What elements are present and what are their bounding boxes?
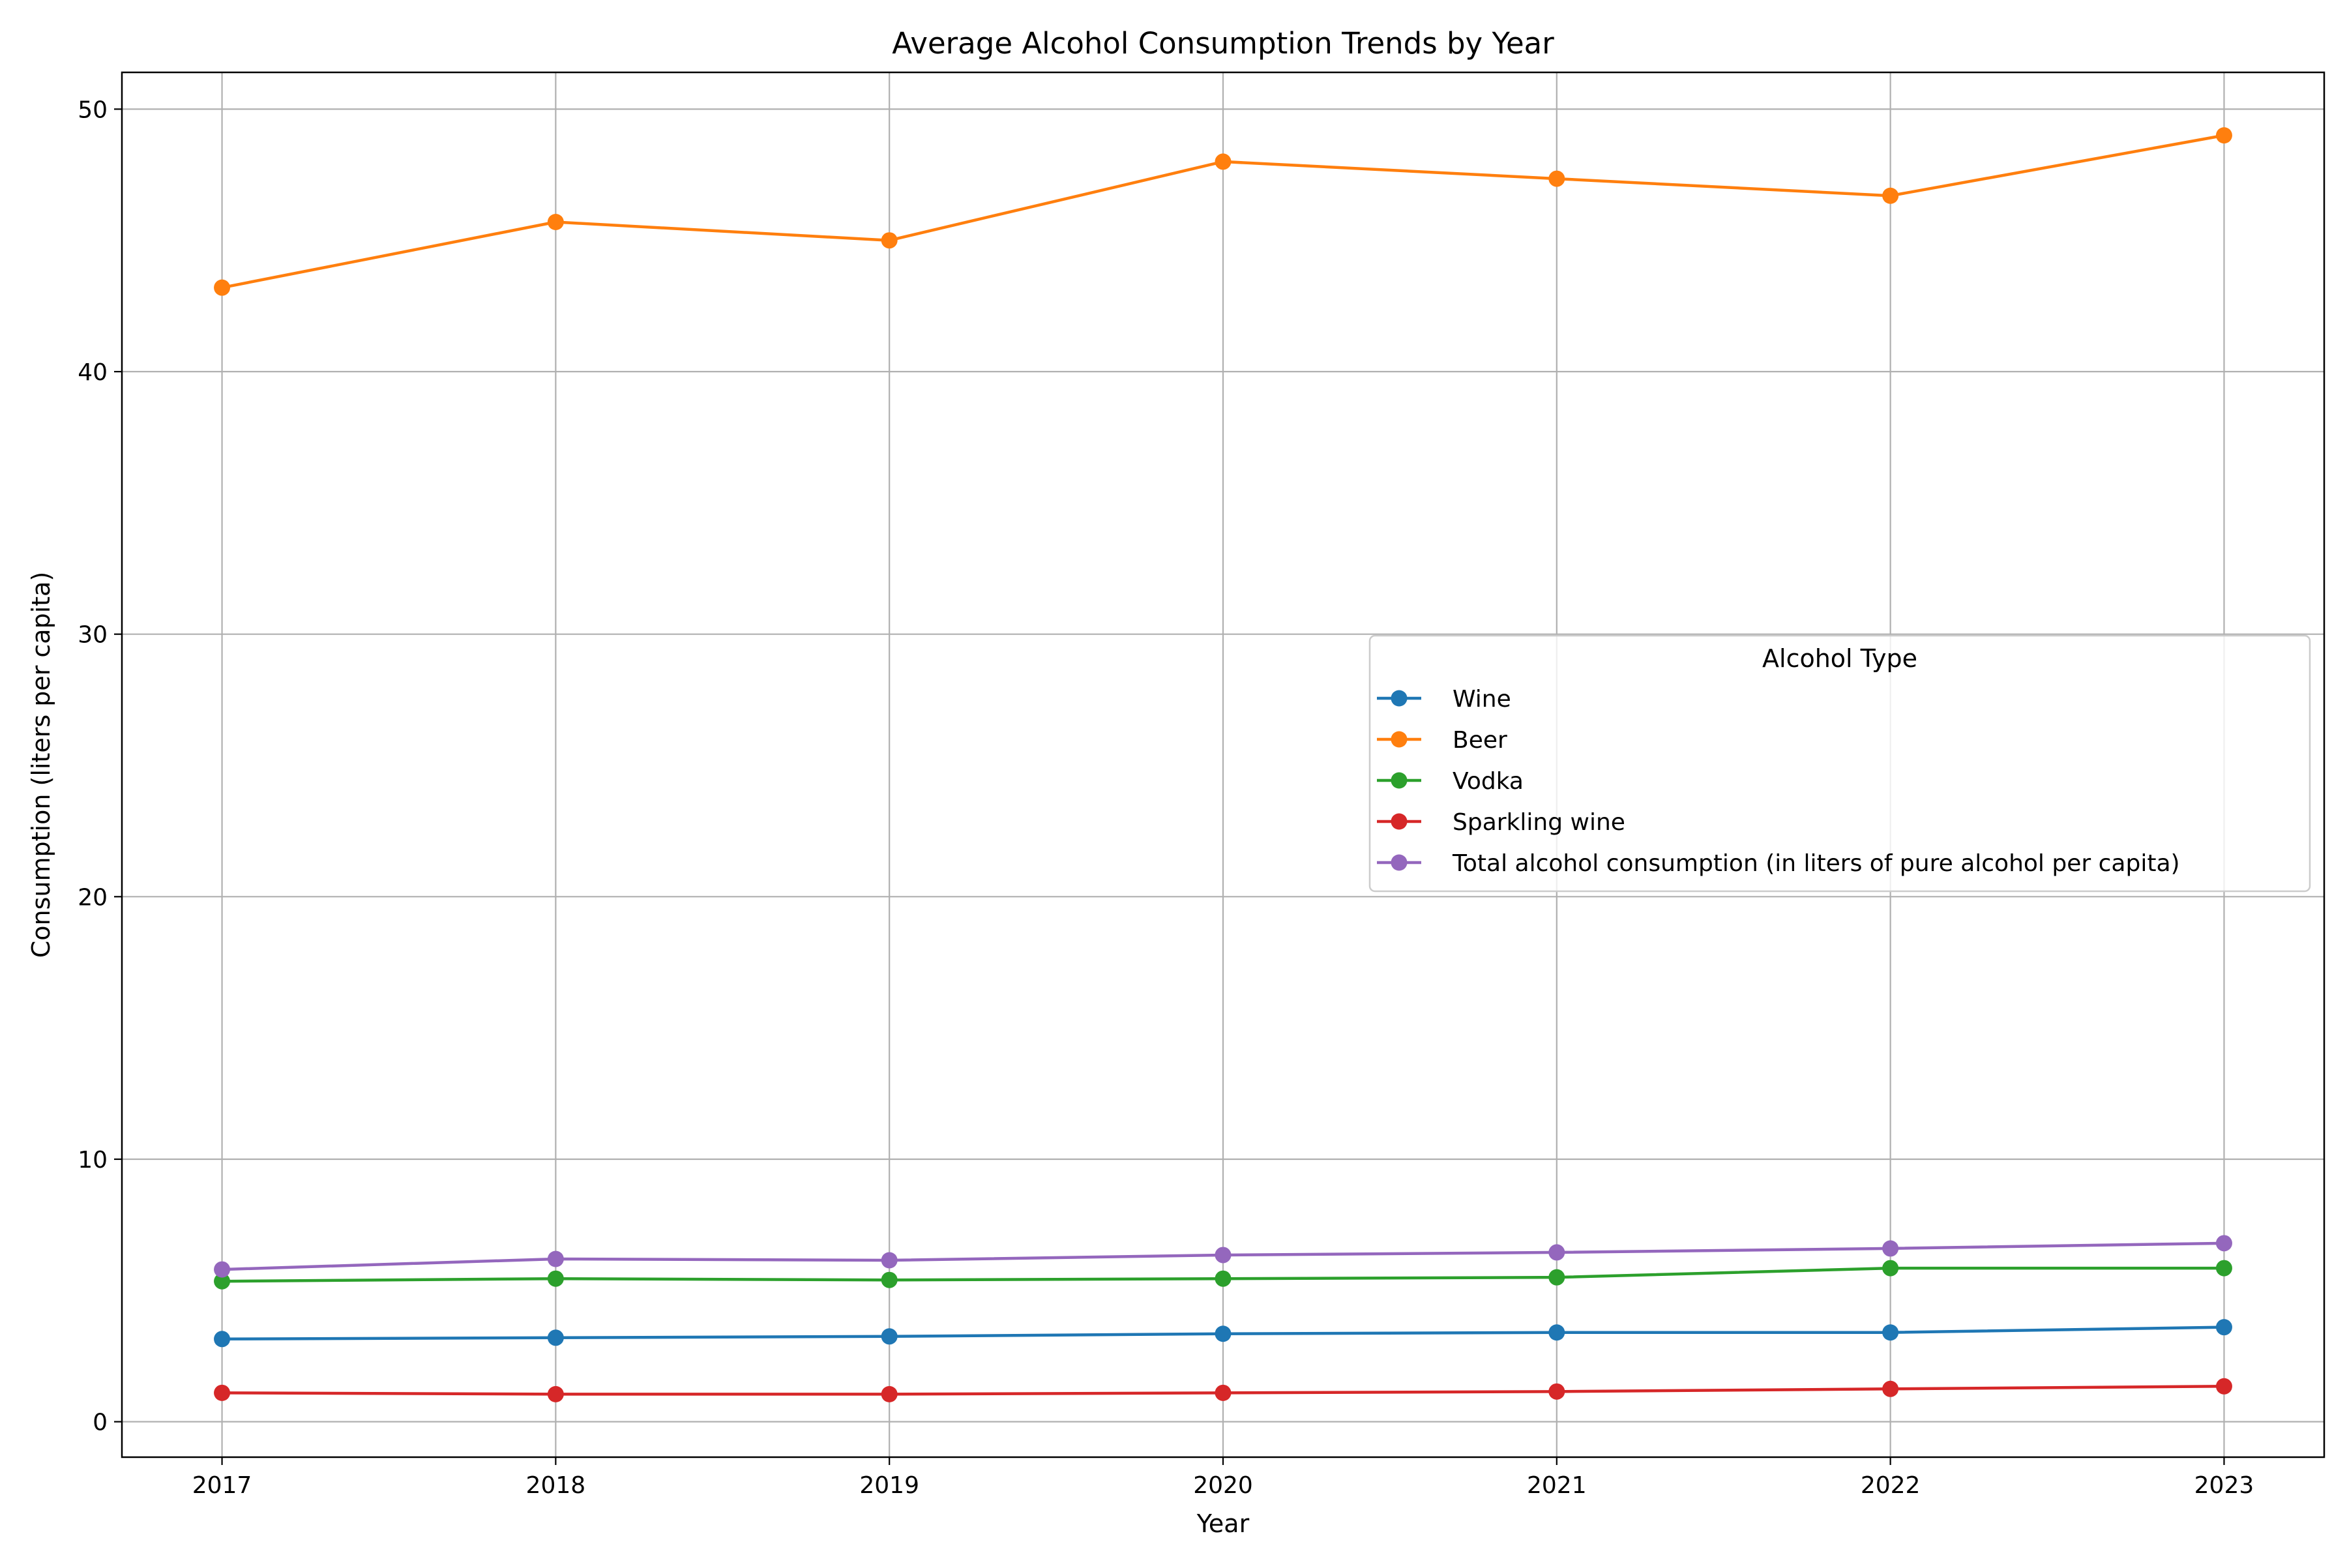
data-point-beer [214, 279, 231, 296]
x-axis-label: Year [1196, 1509, 1250, 1538]
data-point-wine [881, 1328, 898, 1345]
axis-ticks: 2017 2018 2019 2020 2021 2022 2023 0 10 20 30 40 50 [78, 96, 2254, 1499]
x-tick-label: 2023 [2194, 1472, 2254, 1499]
data-point-beer [547, 214, 564, 231]
data-point-vodka [547, 1270, 564, 1287]
data-point-vodka [1548, 1269, 1565, 1286]
data-point-beer [2215, 127, 2232, 144]
legend-marker-sparkling-wine [1391, 813, 1408, 830]
data-point-vodka [2215, 1260, 2232, 1277]
x-tick-label: 2020 [1193, 1472, 1253, 1499]
data-point-vodka [881, 1271, 898, 1288]
data-point-sparkling-wine [1548, 1383, 1565, 1400]
data-point-sparkling-wine [2215, 1378, 2232, 1395]
y-tick-label: 0 [93, 1410, 108, 1436]
data-point-total-alcohol-consumption-in-liters-of-p [214, 1261, 231, 1278]
legend-label: Total alcohol consumption (in liters of … [1452, 850, 2180, 877]
y-tick-label: 40 [78, 359, 108, 386]
x-tick-label: 2018 [526, 1472, 586, 1499]
data-point-total-alcohol-consumption-in-liters-of-p [547, 1250, 564, 1267]
x-tick-label: 2017 [192, 1472, 252, 1499]
data-point-vodka [214, 1273, 231, 1290]
data-point-total-alcohol-consumption-in-liters-of-p [1548, 1244, 1565, 1261]
legend-label: Beer [1453, 727, 1507, 754]
data-point-vodka [1882, 1260, 1899, 1277]
legend-label: Wine [1453, 686, 1511, 713]
data-point-total-alcohol-consumption-in-liters-of-p [2215, 1235, 2232, 1252]
data-point-vodka [1215, 1270, 1232, 1287]
data-point-wine [547, 1329, 564, 1346]
legend-marker-beer [1391, 731, 1408, 748]
y-tick-label: 30 [78, 622, 108, 649]
series-layer [214, 127, 2232, 1402]
x-tick-label: 2021 [1527, 1472, 1587, 1499]
data-point-sparkling-wine [547, 1385, 564, 1402]
legend-marker-total-alcohol-consumption-in-liters-of-p [1391, 854, 1408, 871]
y-axis-label: Consumption (liters per capita) [27, 572, 55, 958]
data-point-sparkling-wine [881, 1385, 898, 1402]
series-total-alcohol-consumption-in-liters-of-p [214, 1235, 2232, 1278]
y-tick-label: 20 [78, 884, 108, 911]
data-point-sparkling-wine [1215, 1384, 1232, 1401]
legend-marker-vodka [1391, 772, 1408, 789]
grid [122, 72, 2324, 1457]
data-point-sparkling-wine [214, 1384, 231, 1401]
x-tick-label: 2022 [1861, 1472, 1921, 1499]
series-wine [214, 1319, 2232, 1348]
y-tick-label: 50 [78, 96, 108, 123]
data-point-sparkling-wine [1882, 1380, 1899, 1397]
data-point-total-alcohol-consumption-in-liters-of-p [1882, 1240, 1899, 1257]
data-point-wine [1548, 1324, 1565, 1341]
legend-label: Vodka [1453, 768, 1524, 795]
legend-title: Alcohol Type [1762, 644, 1917, 673]
y-tick-label: 10 [78, 1147, 108, 1174]
series-sparkling-wine [214, 1378, 2232, 1402]
data-point-total-alcohol-consumption-in-liters-of-p [1215, 1247, 1232, 1264]
data-point-beer [1882, 187, 1899, 204]
legend-marker-wine [1391, 690, 1408, 707]
data-point-beer [1215, 153, 1232, 170]
data-point-total-alcohol-consumption-in-liters-of-p [881, 1252, 898, 1269]
x-tick-label: 2019 [859, 1472, 919, 1499]
series-beer [214, 127, 2232, 296]
legend-label: Sparkling wine [1453, 809, 1625, 836]
data-point-beer [881, 232, 898, 249]
data-point-wine [1215, 1325, 1232, 1342]
data-point-wine [2215, 1319, 2232, 1336]
data-point-beer [1548, 170, 1565, 187]
series-vodka [214, 1260, 2232, 1290]
chart-title: Average Alcohol Consumption Trends by Ye… [892, 26, 1554, 61]
data-point-wine [214, 1331, 231, 1348]
data-point-wine [1882, 1324, 1899, 1341]
legend-box [1368, 634, 2311, 893]
legend: Alcohol Type Wine Beer Vodka Sparkling wine… [1368, 634, 2311, 893]
